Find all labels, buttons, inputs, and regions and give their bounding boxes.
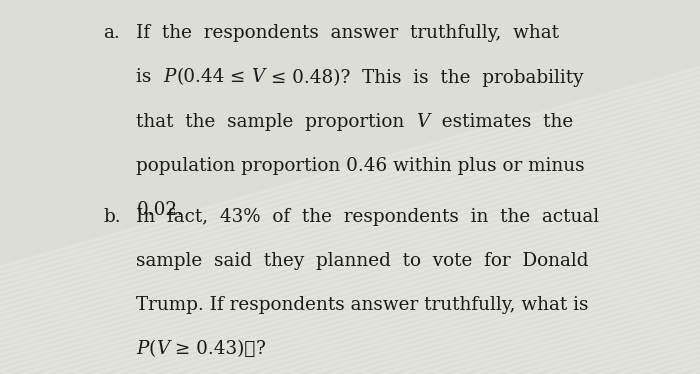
Text: P: P [164,68,176,86]
Text: In  fact,  43%  of  the  respondents  in  the  actual: In fact, 43% of the respondents in the a… [136,208,600,226]
Text: ≥ 0.43)‿: ≥ 0.43)‿ [169,340,256,358]
Text: V: V [156,340,169,358]
Text: sample  said  they  planned  to  vote  for  Donald: sample said they planned to vote for Don… [136,252,589,270]
Text: Trump. If respondents answer truthfully, what is: Trump. If respondents answer truthfully,… [136,296,589,314]
Text: (0.44: (0.44 [176,68,225,86]
Text: ≤: ≤ [225,68,251,86]
Text: V: V [416,113,430,131]
Text: a.: a. [104,24,120,42]
Text: is: is [136,68,164,86]
Text: ≤ 0.48)?  This  is  the  probability: ≤ 0.48)? This is the probability [265,68,583,87]
Text: 0.02.: 0.02. [136,201,183,219]
Text: population proportion 0.46 within plus or minus: population proportion 0.46 within plus o… [136,157,585,175]
Text: P: P [136,340,149,358]
Text: If  the  respondents  answer  truthfully,  what: If the respondents answer truthfully, wh… [136,24,559,42]
Text: V: V [251,68,265,86]
Text: estimates  the: estimates the [430,113,573,131]
Text: (: ( [149,340,156,358]
Text: b.: b. [104,208,121,226]
Text: ?: ? [256,340,265,358]
Text: that  the  sample  proportion: that the sample proportion [136,113,416,131]
